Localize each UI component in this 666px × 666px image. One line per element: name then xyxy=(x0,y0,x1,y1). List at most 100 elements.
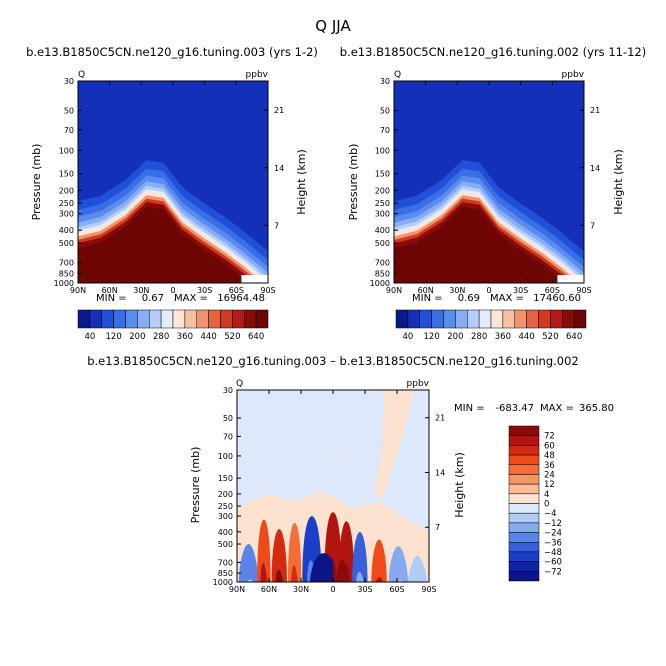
panel-difference-y-tick-label: 150 xyxy=(218,474,233,483)
panel-right-y-tick-label: 50 xyxy=(380,106,390,115)
panel-left-y2-tick-label: 21 xyxy=(274,106,284,115)
panel-left-max-value: 16964.48 xyxy=(217,293,265,304)
panel-difference-x-tick-label: 90S xyxy=(421,585,436,594)
panel-right-colorbar-box xyxy=(514,309,527,329)
diff-column xyxy=(407,555,428,582)
panel-left-x-tick-label: 30S xyxy=(197,286,212,295)
panel-left-colorbar-box xyxy=(137,309,150,329)
diff-column-core xyxy=(260,562,268,582)
diff-colorbar-box xyxy=(508,474,540,485)
panel-right-y2-tick-label: 21 xyxy=(590,106,600,115)
panel-left-min-label: MIN = xyxy=(96,293,127,304)
diff-colorbar-label: 36 xyxy=(544,461,555,471)
diff-colorbar-label: 24 xyxy=(544,470,555,480)
diff-colorbar-label: 0 xyxy=(544,500,549,510)
diff-colorbar-label: 60 xyxy=(544,441,555,451)
diff-colorbar-box xyxy=(508,551,540,562)
diff-colorbar-label: −12 xyxy=(544,519,562,529)
panel-left-colorbar-box xyxy=(244,309,257,329)
panel-left-colorbar: 40 120 200 280 360 440 520 640 xyxy=(77,309,269,342)
diff-colorbar-label: −24 xyxy=(544,529,562,539)
panel-right-contour-band xyxy=(394,206,584,283)
panel-difference-y-tick-label: 1000 xyxy=(213,578,233,587)
panel-left-field xyxy=(78,81,268,283)
panel-left-title: b.e13.B1850C5CN.ne120_g16.tuning.003 (yr… xyxy=(26,45,318,59)
panel-left-colorbar-label: 40 xyxy=(84,332,95,342)
panel-right-colorbar-box xyxy=(573,309,587,329)
panel-difference-y-tick-label: 400 xyxy=(218,528,233,537)
panel-right-y-tick-label: 200 xyxy=(375,186,390,195)
panel-left-y-tick-label: 850 xyxy=(59,270,74,279)
diff-colorbar-label: 4 xyxy=(544,490,549,500)
panel-right-y-tick-label: 700 xyxy=(375,258,390,267)
panel-right-x-tick-label: 60S xyxy=(545,286,560,295)
panel-left-x-tick-label: 60S xyxy=(229,286,244,295)
panel-difference-x-tick-label: 90N xyxy=(229,585,245,594)
panel-difference-max-label: MAX = xyxy=(540,403,574,414)
panel-right-colorbar-box xyxy=(478,309,492,329)
panel-right-units: ppbv xyxy=(562,70,585,80)
panel-right-x-tick-label: 90N xyxy=(386,286,402,295)
panel-difference-max-value: 365.80 xyxy=(579,403,614,414)
panel-left-colorbar-box xyxy=(184,309,197,329)
panel-left-contour-band xyxy=(78,206,268,283)
panel-difference-x-tick-label: 30S xyxy=(357,585,372,594)
panel-left-y2label: Height (km) xyxy=(295,149,308,215)
panel-difference-y-tick-label: 200 xyxy=(218,490,233,499)
diff-colorbar-box xyxy=(508,522,540,533)
diff-colorbar-label: 12 xyxy=(544,480,555,490)
diff-column-core xyxy=(356,571,364,582)
diff-colorbar-box xyxy=(508,532,540,543)
panel-difference-y2-tick-label: 7 xyxy=(435,523,440,532)
panel-right-y-tick-label: 500 xyxy=(375,239,390,248)
panel-difference-y-tick-label: 100 xyxy=(218,452,233,461)
panel-right-colorbar-label: 120 xyxy=(424,332,440,342)
panel-difference: b.e13.B1850C5CN.ne120_g16.tuning.003 – b… xyxy=(87,354,614,594)
panel-left-colorbar-label: 120 xyxy=(106,332,122,342)
panel-left-colorbar-box xyxy=(101,309,114,329)
panel-left-x-tick-label: 60N xyxy=(102,286,118,295)
panel-difference-x-tick-label: 30N xyxy=(293,585,309,594)
diff-column xyxy=(271,529,287,582)
diff-column-core xyxy=(375,577,383,582)
panel-right-colorbar-box xyxy=(407,309,420,329)
panel-right-x-tick-label: 30S xyxy=(513,286,528,295)
diff-column-core xyxy=(275,569,284,582)
panel-right-colorbar-box xyxy=(431,309,444,329)
panel-left-y-tick-label: 700 xyxy=(59,258,74,267)
panel-right-colorbar-label: 440 xyxy=(519,332,535,342)
panel-right-y-tick-label: 250 xyxy=(375,199,390,208)
panel-left-colorbar-box xyxy=(196,309,209,329)
panel-difference-units: ppbv xyxy=(407,379,430,389)
panel-right-title: b.e13.B1850C5CN.ne120_g16.tuning.002 (yr… xyxy=(340,45,646,59)
panel-right-max-value: 17460.60 xyxy=(533,293,581,304)
panel-right-min-value: 0.69 xyxy=(458,293,480,304)
diff-colorbar-box xyxy=(508,503,540,514)
panel-right-x-tick-label: 60N xyxy=(418,286,434,295)
panel-right-colorbar-label: 280 xyxy=(471,332,487,342)
diff-colorbar-box xyxy=(508,425,540,436)
panel-right-max-label: MAX = xyxy=(490,293,524,304)
diff-colorbar-label: −4 xyxy=(544,509,557,519)
panel-difference-y2-tick-label: 14 xyxy=(435,468,445,477)
panel-left-x-tick-label: 90S xyxy=(260,286,275,295)
panel-left-colorbar-box xyxy=(113,309,126,329)
panel-left-y-tick-label: 400 xyxy=(59,226,74,235)
diff-colorbar-box xyxy=(508,445,540,456)
panel-difference-y-tick-label: 300 xyxy=(218,512,233,521)
diff-colorbar-box xyxy=(508,483,540,495)
panel-right-x-tick-label: 90S xyxy=(576,286,591,295)
diff-upper-plume xyxy=(375,390,414,500)
panel-left-colorbar-label: 360 xyxy=(177,332,193,342)
panel-right-y2label: Height (km) xyxy=(612,149,625,215)
panel-left-y2-tick-label: 7 xyxy=(274,221,279,230)
diff-colorbar-box xyxy=(508,561,540,572)
panel-difference-y-tick-label: 70 xyxy=(223,432,233,441)
diff-column-core xyxy=(291,565,298,582)
diff-colorbar-box xyxy=(508,454,540,465)
panel-right-y-tick-label: 300 xyxy=(375,210,390,219)
panel-left-y-tick-label: 70 xyxy=(64,126,74,135)
diff-colorbar-box xyxy=(508,512,540,524)
